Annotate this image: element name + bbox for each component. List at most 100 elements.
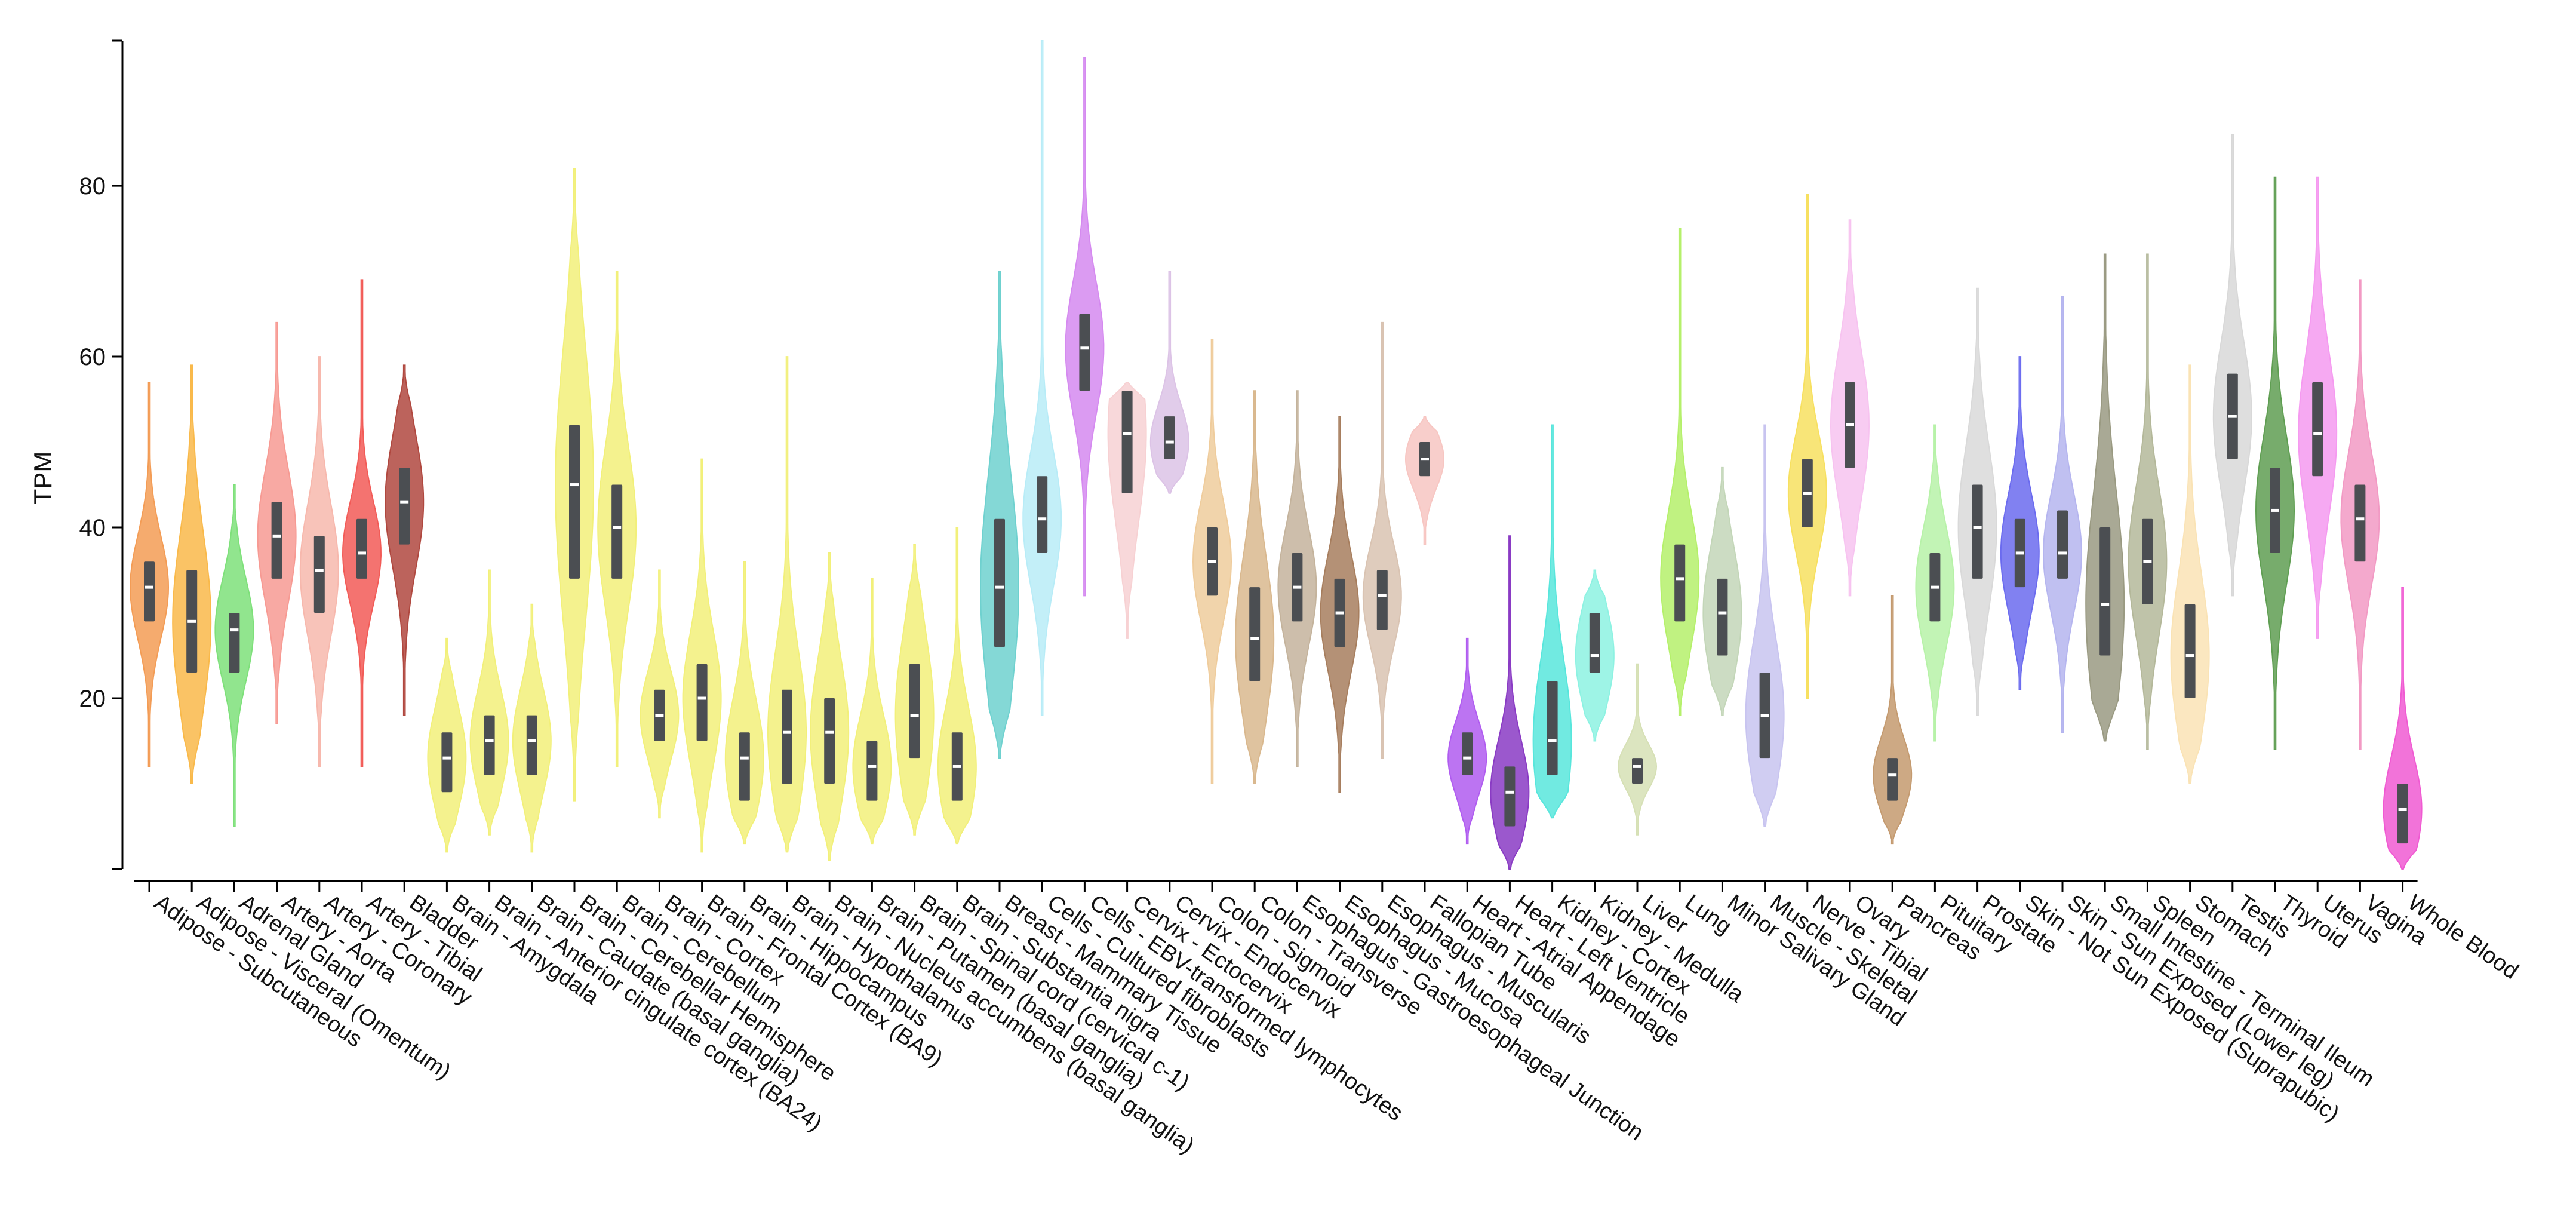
violin-group [767,356,807,853]
violin-group [427,637,467,853]
violin-shape [1149,271,1189,494]
y-tick-label: 80 [79,173,106,199]
violin-group [385,364,425,716]
box-iqr [2397,784,2408,844]
violin-group [979,271,1020,759]
violin-group [2383,587,2423,870]
violin-group [2340,279,2380,750]
violin-group [1149,271,1189,494]
violin-shape [1362,321,1402,759]
y-tick-label: 20 [79,686,106,712]
violin-group [852,578,892,845]
box-iqr [1547,681,1558,775]
violin-shape [2128,253,2168,750]
violin-shape [1022,40,1062,716]
violin-group [2128,253,2168,750]
box-iqr [909,664,920,759]
violin-group [1107,382,1147,639]
violin-group [172,364,212,784]
box-iqr [1632,758,1643,784]
box-iqr [1887,758,1898,801]
box-iqr [1504,766,1516,827]
violin-group [2042,296,2083,733]
box-iqr [1164,416,1175,459]
box-iqr [1249,587,1261,681]
violin-shape [979,271,1020,759]
box-iqr [1717,578,1728,656]
violin-group [640,569,680,819]
violin-shape [682,458,722,853]
box-iqr [526,715,537,775]
category-label: Lung [1680,890,1736,940]
box-iqr [611,484,623,579]
box-iqr [1972,484,1983,579]
violin-group [1745,424,1785,827]
violin-group [2000,356,2040,690]
box-iqr [441,732,453,793]
violin-group [724,561,764,845]
violin-group [2170,364,2210,784]
violin-group [2298,176,2338,639]
violin-group [257,321,297,724]
box-iqr [1079,314,1090,391]
box-iqr [994,518,1005,647]
violin-group [2085,253,2125,742]
violin-shape [852,578,892,845]
violin-group [299,356,339,768]
box-iqr [356,518,367,579]
violin-group [1404,416,1445,545]
violin-shape [1873,595,1913,845]
violin-group [1277,390,1317,768]
violin-shape [1660,228,1700,716]
violin-group [1362,321,1402,759]
violin-shape [1745,424,1785,827]
violin-group [1660,228,1700,716]
violin-group [512,603,552,853]
violin-group [554,168,595,802]
box-iqr [569,425,580,579]
violin-shape [469,569,509,836]
violin-group [1065,57,1105,597]
violin-shape [1107,382,1147,639]
box-iqr [313,536,325,613]
violin-group [1235,390,1275,784]
axes: 20 40 60 80 [79,39,2418,882]
violin-group [214,484,254,827]
box-iqr [229,613,240,673]
violin-group [1022,40,1062,716]
box-iqr [2099,527,2111,656]
violins [129,40,2423,870]
violin-group [1915,424,1955,742]
violin-group [597,271,637,768]
violin-group [1957,287,1997,716]
box-iqr [824,698,835,784]
violin-group [810,552,850,861]
violin-group [1320,416,1360,793]
violin-group [1192,339,1232,784]
box-iqr [2057,510,2068,579]
violin-shape [1532,424,1572,819]
violin-shape [1404,416,1445,545]
violin-group [469,569,509,836]
violin-shape [2212,134,2252,597]
box-iqr [2312,382,2323,477]
violin-group [1873,595,1913,845]
y-tick-label: 60 [79,344,106,370]
box-iqr [739,732,750,801]
violin-group [1617,663,1658,836]
box-iqr [271,502,282,579]
box-iqr [1462,732,1473,775]
violin-group [342,279,382,768]
violin-group [1532,424,1572,819]
violin-group [1830,219,1870,597]
violin-shape [2085,253,2125,742]
violin-shape [2383,587,2423,870]
box-iqr [1037,476,1048,553]
box-iqr [2354,484,2366,562]
violin-group [1787,194,1827,699]
violin-shape [1490,535,1530,870]
violin-shape [767,356,807,853]
violin-shape [2170,364,2210,784]
violin-shape [2255,176,2295,750]
